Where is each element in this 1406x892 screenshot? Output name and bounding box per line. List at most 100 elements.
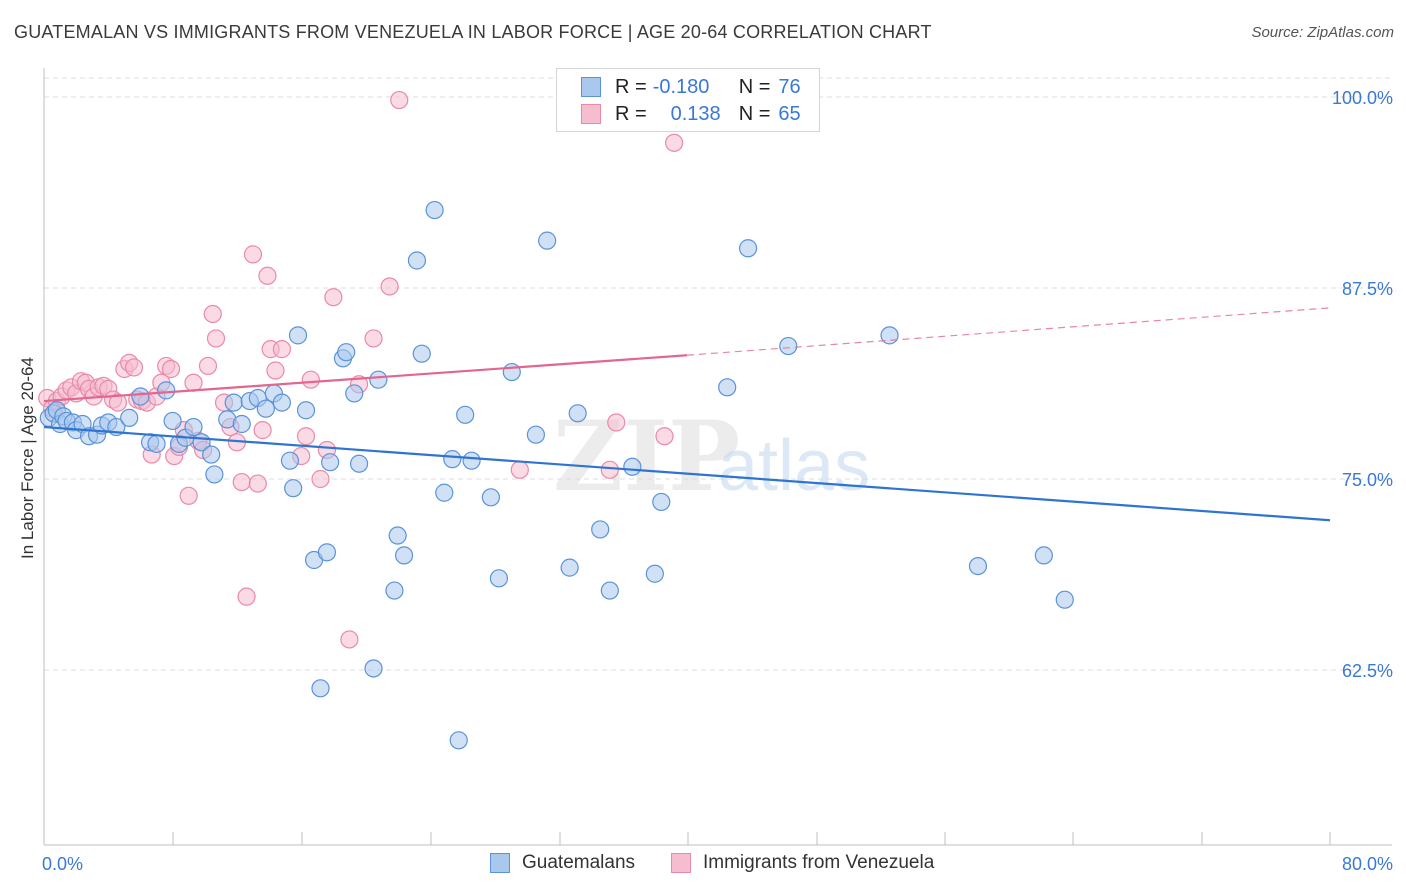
venezuela-point — [600, 460, 619, 479]
venezuela-point — [237, 587, 256, 606]
venezuela-point — [380, 277, 399, 296]
venezuela-point — [253, 421, 272, 440]
venezuela-trend-line — [43, 354, 688, 403]
source-credit: Source: ZipAtlas.com — [1251, 24, 1394, 41]
legend-r-label: R = — [615, 75, 647, 98]
legend-r-label: R = — [615, 102, 647, 125]
guatemalans-point — [224, 393, 243, 412]
guatemalans-point — [407, 251, 427, 270]
guatemalans-point — [1034, 546, 1053, 565]
venezuela-point — [266, 361, 285, 380]
legend-r-value: 0.138 — [670, 102, 721, 125]
venezuela-point — [324, 288, 343, 307]
guatemalans-point — [412, 344, 431, 363]
guatemalans-point — [538, 231, 557, 250]
guatemalans-point — [591, 520, 610, 539]
guatemalans-point — [284, 479, 303, 498]
guatemalans-point — [718, 378, 737, 397]
guatemalans-point — [526, 425, 545, 444]
venezuela-point — [108, 393, 128, 412]
series-legend: Guatemalans Immigrants from Venezuela — [0, 852, 1406, 878]
venezuela-point — [364, 329, 383, 348]
x-tick-label: 0.0% — [42, 854, 83, 874]
y-tick-label: 87.5% — [1342, 279, 1393, 299]
venezuela-point — [390, 90, 409, 110]
legend-row-venezuela: R = 0.138 N = 65 — [581, 101, 801, 127]
venezuela-point — [124, 358, 144, 377]
legend-n-label: N = — [738, 102, 771, 125]
series-venezuela-points — [38, 90, 684, 649]
legend-item-guatemalans: Guatemalans — [490, 852, 635, 874]
guatemalans-point — [364, 659, 383, 678]
guatemalans-point — [337, 343, 356, 362]
guatemalans-point — [205, 465, 224, 484]
guatemalans-point — [349, 454, 369, 473]
guatemalans-point — [394, 546, 414, 565]
venezuela-point — [301, 370, 320, 389]
venezuela-point — [272, 340, 292, 359]
venezuela-point — [665, 133, 684, 152]
axes-layer — [43, 68, 1392, 846]
y-tick-label: 75.0% — [1342, 470, 1393, 490]
guatemalans-point — [779, 336, 798, 356]
venezuela-point — [232, 472, 251, 492]
guatemalans-point — [456, 405, 475, 424]
guatemalans-point — [131, 387, 150, 406]
guatemalans-point — [296, 401, 316, 420]
legend-swatch-blue — [581, 77, 601, 97]
guatemalans-point — [256, 399, 275, 418]
guatemalans-point — [1055, 590, 1074, 609]
venezuela-point — [198, 356, 218, 376]
chart-title: GUATEMALAN VS IMMIGRANTS FROM VENEZUELA … — [14, 22, 932, 42]
venezuela-point — [184, 373, 203, 392]
guatemalans-point — [645, 564, 664, 583]
guatemalans-point — [157, 381, 176, 400]
x-tick-label: 80.0% — [1342, 854, 1393, 874]
guatemalans-point — [481, 488, 500, 507]
legend-swatch-blue — [490, 853, 510, 873]
legend-label-guatemalans: Guatemalans — [522, 852, 636, 873]
guatemalans-point — [462, 451, 481, 470]
venezuela-point — [311, 469, 330, 489]
guatemalans-trend-line — [43, 425, 1331, 522]
stats-legend: R = -0.180 N = 76 R = 0.138 N = 65 — [556, 68, 820, 132]
guatemalans-point — [600, 581, 619, 600]
venezuela-point — [258, 266, 277, 285]
guatemalans-point — [425, 200, 444, 220]
venezuela-point — [243, 245, 263, 264]
guatemalans-point — [288, 326, 308, 345]
guatemalans-point — [968, 556, 988, 576]
venezuela-point — [203, 304, 222, 324]
legend-n-label: N = — [738, 75, 771, 98]
venezuela-point — [206, 329, 226, 348]
guatemalans-point — [163, 411, 182, 431]
guatemalans-point — [502, 362, 521, 382]
guatemalans-point — [652, 492, 671, 512]
venezuela-point — [655, 427, 674, 446]
series-guatemalans-points — [39, 200, 1074, 750]
legend-label-venezuela: Immigrants from Venezuela — [703, 852, 935, 873]
guatemalans-point — [272, 393, 292, 412]
guatemalans-point — [120, 408, 139, 427]
legend-swatch-pink — [671, 853, 691, 873]
y-tick-label: 100.0% — [1332, 88, 1393, 108]
guatemalans-point — [232, 414, 251, 434]
venezuela-point — [296, 427, 316, 446]
grid-layer — [44, 77, 1392, 671]
watermark: ZIP atlas — [553, 400, 870, 513]
tick-labels: 100.0% 87.5% 75.0% 62.5% 0.0% 80.0% — [42, 88, 1393, 874]
guatemalans-point — [489, 569, 509, 588]
legend-n-value: 65 — [778, 102, 801, 125]
guatemalans-point — [560, 558, 579, 577]
guatemalans-point — [184, 417, 203, 437]
legend-swatch-pink — [581, 104, 601, 124]
guatemalans-point — [738, 239, 758, 258]
legend-row-guatemalans: R = -0.180 N = 76 — [581, 74, 801, 100]
guatemalans-point — [623, 457, 642, 476]
guatemalans-point — [311, 679, 330, 698]
legend-item-venezuela: Immigrants from Venezuela — [671, 852, 934, 874]
guatemalans-point — [317, 543, 337, 562]
guatemalans-point — [369, 370, 388, 389]
guatemalans-point — [202, 445, 221, 464]
guatemalans-point — [443, 450, 462, 469]
